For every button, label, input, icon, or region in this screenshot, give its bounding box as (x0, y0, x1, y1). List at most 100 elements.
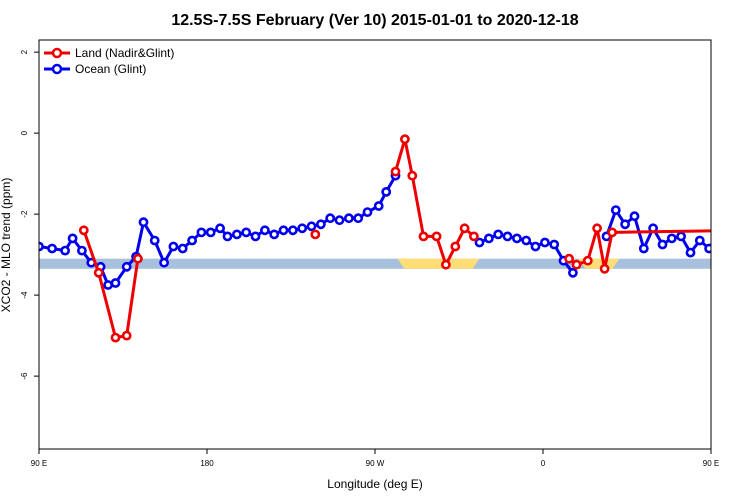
ocean-point (77, 245, 87, 256)
ocean-point (205, 227, 216, 238)
land-line (394, 137, 475, 267)
ocean-point (215, 223, 225, 234)
ocean-point (676, 231, 686, 242)
land-point (310, 229, 321, 240)
y-tick-label: 2 (20, 49, 29, 54)
land-point (93, 267, 104, 278)
ocean-point (638, 243, 649, 254)
land-point (78, 225, 89, 236)
ocean-point (502, 231, 513, 242)
ocean-point (315, 219, 326, 230)
ocean-point (362, 207, 373, 217)
x-tick-label: 90 E (31, 459, 47, 468)
land-point (132, 253, 143, 264)
y-tick-label: -2 (20, 210, 29, 218)
ocean-point (629, 211, 640, 222)
ocean-point (168, 241, 179, 252)
ocean-point (620, 219, 630, 230)
land-point (599, 263, 610, 274)
land-point (110, 332, 121, 343)
land-point (592, 223, 602, 234)
x-tick-label: 90 W (366, 459, 385, 468)
ocean-point (297, 223, 308, 234)
ocean-point (187, 235, 197, 246)
ocean-point (121, 261, 132, 272)
ocean-point (694, 235, 705, 246)
coverage-band (39, 258, 711, 269)
ocean-point (334, 215, 345, 226)
ocean-point (381, 186, 392, 197)
band-ocean (39, 258, 711, 269)
series-ocean (39, 170, 750, 290)
ocean-point (343, 213, 354, 224)
land-point (571, 259, 582, 270)
ocean-point (521, 235, 532, 246)
ocean-point (530, 241, 541, 252)
legend-land-marker (51, 47, 63, 59)
ocean-point (610, 205, 621, 215)
ocean-point (222, 231, 233, 242)
ocean-point (353, 213, 364, 224)
ocean-point (734, 245, 741, 252)
land-point (390, 166, 401, 177)
land-point (468, 231, 479, 242)
ocean-point (60, 245, 70, 256)
land-point (440, 259, 451, 270)
ocean-point (568, 267, 578, 278)
ocean-point (159, 257, 169, 268)
x-axis-label: Longitude (deg E) (327, 477, 422, 491)
plot-area (39, 134, 750, 343)
ocean-point (715, 243, 722, 250)
y-tick-label: -4 (20, 291, 29, 299)
ocean-point (196, 227, 207, 238)
ocean-point (474, 237, 485, 248)
ocean-point (512, 233, 522, 244)
ocean-point (666, 233, 677, 244)
ocean-point (483, 233, 494, 244)
land-point (607, 227, 617, 238)
legend-land-label: Land (Nadir&Glint) (75, 46, 174, 60)
ocean-point (177, 243, 188, 254)
ocean-point (743, 235, 750, 242)
ocean-point (278, 225, 289, 236)
land-point (418, 231, 429, 242)
chart-title: 12.5S-7.5S February (Ver 10) 2015-01-01 … (171, 12, 578, 29)
y-tick-label: 0 (20, 130, 29, 135)
ocean-point (685, 247, 696, 258)
ocean-point (287, 225, 298, 236)
legend-ocean-marker (51, 63, 63, 75)
land-point (399, 134, 410, 145)
y-tick-label: -6 (20, 372, 29, 380)
legend: Land (Nadir&Glint) Ocean (Glint) (44, 46, 174, 76)
ocean-point (306, 221, 317, 232)
land-point (431, 231, 442, 242)
ocean-point (241, 227, 252, 238)
ocean-point (493, 229, 504, 240)
land-point (121, 330, 132, 341)
land-point (582, 255, 593, 266)
ocean-point (269, 229, 280, 240)
ocean-point (657, 239, 668, 250)
ocean-point (540, 237, 550, 248)
ocean-point (47, 243, 57, 254)
band-land-segment (397, 258, 480, 269)
series-layer (39, 134, 750, 343)
land-point (450, 241, 461, 252)
ocean-point (724, 245, 731, 252)
x-tick-label: 90 E (703, 459, 719, 468)
ocean-point (103, 280, 113, 290)
x-tick-label: 180 (200, 459, 214, 468)
x-tick-label: 0 (541, 459, 546, 468)
ocean-point (231, 229, 242, 240)
ocean-point (325, 213, 336, 224)
ocean-point (250, 231, 261, 242)
ocean-point (149, 235, 160, 246)
series-land (78, 134, 711, 343)
land-point (407, 170, 418, 181)
ocean-point (110, 278, 121, 288)
land-point (564, 253, 574, 264)
ocean-point (549, 239, 560, 250)
y-axis: 2 0 -2 -4 -6 (20, 49, 39, 380)
